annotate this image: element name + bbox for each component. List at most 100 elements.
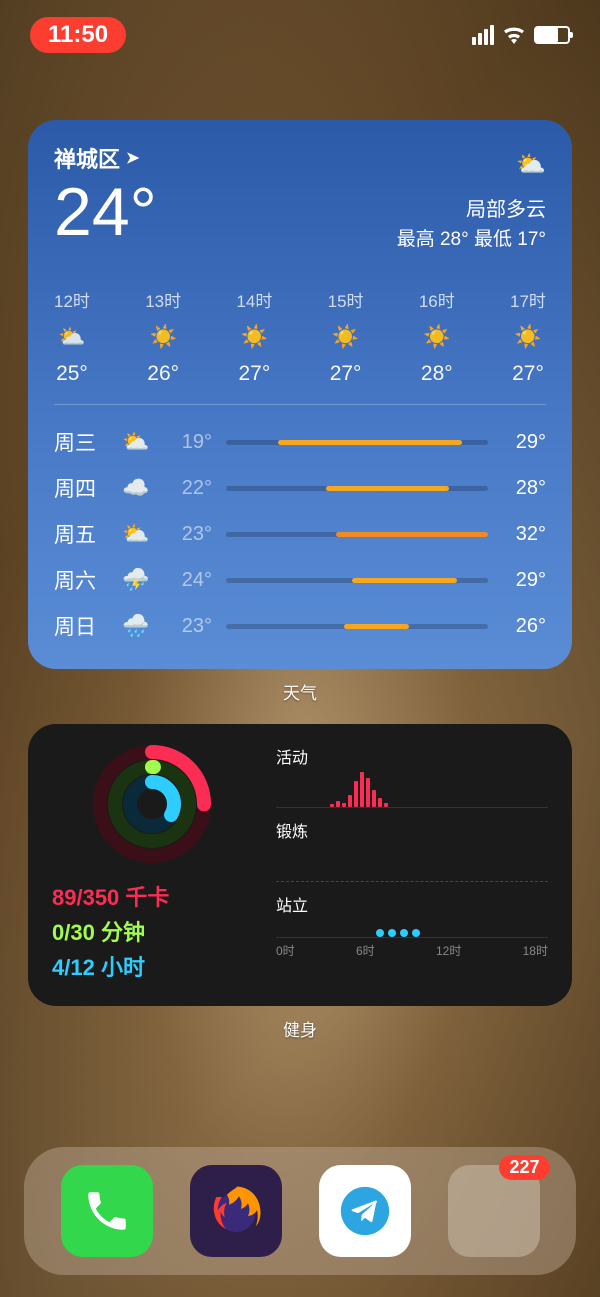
partly-cloudy-icon: ⛅ xyxy=(54,324,90,350)
axis-tick: 6时 xyxy=(356,942,375,959)
location-arrow-icon: ➤ xyxy=(126,148,139,168)
battery-icon xyxy=(534,26,570,44)
partly-cloudy-icon: ⛅ xyxy=(118,521,154,547)
fitness-charts: 活动 锻炼 站立 0时 6时 12时 18时 xyxy=(276,744,548,986)
day-name: 周日 xyxy=(54,611,104,641)
day-name: 周四 xyxy=(54,473,104,503)
location-name: 禅城区 xyxy=(54,142,120,174)
stand-stat: 4/12 小时 xyxy=(52,950,252,985)
hour-label: 17时 xyxy=(510,287,546,312)
partly-cloudy-icon: ⛅ xyxy=(118,429,154,455)
daily-forecast: 周三⛅19°29° 周四☁️22°28° 周五⛅23°32° 周六⛈️24°29… xyxy=(54,419,546,649)
status-time-recording[interactable]: 11:50 xyxy=(30,17,126,53)
hour-temp: 27° xyxy=(328,362,364,386)
hour-temp: 28° xyxy=(419,362,455,386)
weather-condition-block: ⛅ 局部多云 最高 28° 最低 17° xyxy=(397,150,546,251)
temp-range-bar xyxy=(226,486,488,491)
hour-temp: 25° xyxy=(54,362,90,386)
fitness-rings-stats: 89/350 千卡 0/30 分钟 4/12 小时 xyxy=(52,744,252,986)
sunny-icon: ☀️ xyxy=(328,324,364,350)
fitness-widget-label: 健身 xyxy=(28,1016,572,1041)
day-name: 周三 xyxy=(54,427,104,457)
stand-chart-label: 站立 xyxy=(276,892,548,916)
weather-location: 禅城区 ➤ xyxy=(54,142,157,174)
telegram-icon xyxy=(336,1182,394,1240)
phone-app[interactable] xyxy=(61,1165,153,1257)
fitness-widget[interactable]: 89/350 千卡 0/30 分钟 4/12 小时 活动 锻炼 站立 0时 6时… xyxy=(28,724,572,1006)
day-high: 29° xyxy=(502,569,546,592)
wifi-icon xyxy=(502,26,526,44)
hour-temp: 27° xyxy=(510,362,546,386)
weather-header: 禅城区 ➤ 24° ⛅ 局部多云 最高 28° 最低 17° xyxy=(54,142,546,251)
current-condition-icon: ⛅ xyxy=(397,150,546,179)
app-folder[interactable]: 227 xyxy=(448,1165,540,1257)
day-low: 24° xyxy=(168,569,212,592)
day-high: 26° xyxy=(502,615,546,638)
daily-row: 周日 🌧️ 23° 26° xyxy=(54,603,546,649)
day-high: 32° xyxy=(502,523,546,546)
firefox-app[interactable] xyxy=(190,1165,282,1257)
hourly-forecast: 12时 ⛅ 25° 13时 ☀️ 26° 14时 ☀️ 27° 15时 ☀️ 27° 16时 ☀️… xyxy=(54,287,546,405)
hour-label: 15时 xyxy=(328,287,364,312)
stand-section: 站立 0时 6时 12时 18时 xyxy=(276,892,548,959)
activity-rings xyxy=(92,744,212,864)
day-high: 29° xyxy=(502,431,546,454)
notification-badge: 227 xyxy=(499,1155,549,1180)
weather-widget-label: 天气 xyxy=(28,679,572,704)
hour-label: 13时 xyxy=(145,287,181,312)
sunny-icon: ☀️ xyxy=(419,324,455,350)
hour-label: 14时 xyxy=(236,287,272,312)
sunny-icon: ☀️ xyxy=(510,324,546,350)
day-name: 周六 xyxy=(54,565,104,595)
condition-text: 局部多云 xyxy=(397,193,546,222)
daily-row: 周三 ⛅ 19° 29° xyxy=(54,419,546,465)
temp-range-bar xyxy=(226,440,488,445)
sunny-icon: ☀️ xyxy=(236,324,272,350)
exercise-chart-label: 锻炼 xyxy=(276,818,548,842)
hourly-item: 13时 ☀️ 26° xyxy=(145,287,181,386)
exercise-section: 锻炼 xyxy=(276,818,548,882)
temp-range-bar xyxy=(226,532,488,537)
activity-label: 活动 xyxy=(276,744,548,768)
status-icons-group xyxy=(472,25,570,45)
day-high: 28° xyxy=(502,477,546,500)
hour-label: 12时 xyxy=(54,287,90,312)
axis-tick: 12时 xyxy=(436,942,461,959)
exercise-stat: 0/30 分钟 xyxy=(52,915,252,950)
day-low: 22° xyxy=(168,477,212,500)
hourly-item: 12时 ⛅ 25° xyxy=(54,287,90,386)
current-temperature: 24° xyxy=(54,178,157,246)
sunny-icon: ☀️ xyxy=(145,324,181,350)
daily-row: 周六 ⛈️ 24° 29° xyxy=(54,557,546,603)
day-name: 周五 xyxy=(54,519,104,549)
stand-chart xyxy=(276,920,548,938)
day-low: 23° xyxy=(168,523,212,546)
exercise-chart xyxy=(276,846,548,882)
temp-range-bar xyxy=(226,624,488,629)
battery-level xyxy=(536,28,558,42)
move-stat: 89/350 千卡 xyxy=(52,880,252,915)
hourly-item: 15时 ☀️ 27° xyxy=(328,287,364,386)
thunderstorm-icon: ⛈️ xyxy=(118,567,154,593)
telegram-app[interactable] xyxy=(319,1165,411,1257)
cellular-signal-icon xyxy=(472,25,494,45)
status-bar: 11:50 xyxy=(0,0,600,60)
firefox-icon xyxy=(201,1176,271,1246)
hour-temp: 27° xyxy=(236,362,272,386)
hour-temp: 26° xyxy=(145,362,181,386)
hourly-item: 17时 ☀️ 27° xyxy=(510,287,546,386)
axis-tick: 0时 xyxy=(276,942,295,959)
time-axis: 0时 6时 12时 18时 xyxy=(276,942,548,959)
hourly-item: 16时 ☀️ 28° xyxy=(419,287,455,386)
temp-range-bar xyxy=(226,578,488,583)
daily-row: 周五 ⛅ 23° 32° xyxy=(54,511,546,557)
day-low: 19° xyxy=(168,431,212,454)
day-low: 23° xyxy=(168,615,212,638)
axis-tick: 18时 xyxy=(523,942,548,959)
weather-widget[interactable]: 禅城区 ➤ 24° ⛅ 局部多云 最高 28° 最低 17° 12时 ⛅ 25° 1… xyxy=(28,120,572,669)
rain-icon: 🌧️ xyxy=(118,613,154,639)
hourly-item: 14时 ☀️ 27° xyxy=(236,287,272,386)
activity-section: 活动 xyxy=(276,744,548,808)
hour-label: 16时 xyxy=(419,287,455,312)
dock: 227 xyxy=(24,1147,576,1275)
